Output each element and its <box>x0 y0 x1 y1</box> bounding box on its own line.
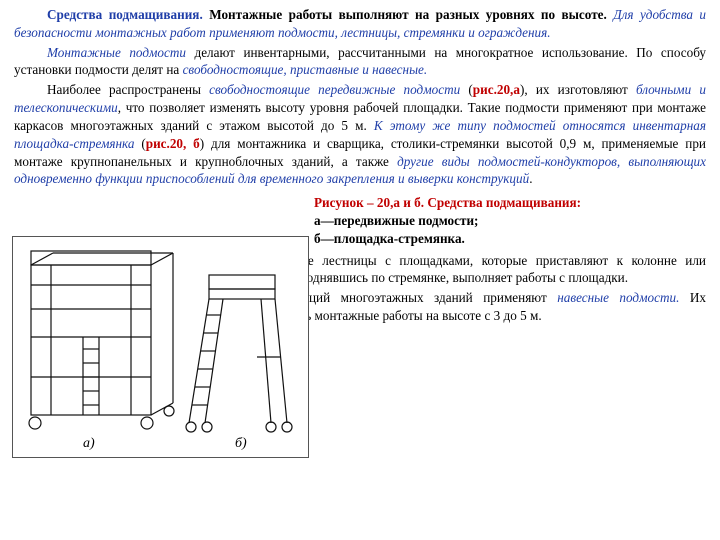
p2-em2: свободностоящие, приставные и навесные. <box>183 62 428 77</box>
figcap-a: а—передвижные подмости; <box>314 212 706 230</box>
p3-r2: рис.20, б <box>146 136 200 151</box>
para-3: Наиболее распространены свободностоящие … <box>14 81 706 188</box>
para-1: Средства подмащивания. Монтажные работы … <box>14 6 706 42</box>
figure-block: Рисунок – 20,а и б. Средства подмащивани… <box>14 194 706 325</box>
figure-caption: Рисунок – 20,а и б. Средства подмащивани… <box>314 194 706 247</box>
para-2: Монтажные подмости делают инвентарными, … <box>14 44 706 80</box>
p2-em1: Монтажные подмости <box>47 45 186 60</box>
section-title: Средства подмащивания. <box>47 7 203 22</box>
figcap-b: б—площадка-стремянка. <box>314 230 706 248</box>
p3-t1: Наиболее распространены <box>47 82 209 97</box>
scaffold-svg: а) б) <box>13 237 308 457</box>
p3-t5: ( <box>135 136 146 151</box>
fig-label-a: а) <box>83 436 95 451</box>
p3-t3: ), их изготовляют <box>520 82 636 97</box>
p3-r1: рис.20,а <box>473 82 520 97</box>
figcap-title: Рисунок – 20,а и б. Средства подмащивани… <box>314 194 706 212</box>
p3-t2: ( <box>460 82 473 97</box>
p3-dot: . <box>529 171 532 186</box>
fig-label-b: б) <box>235 436 247 451</box>
p3-em1: свободностоящие передвижные подмости <box>209 82 460 97</box>
p5-em1: навесные подмости. <box>557 290 679 305</box>
figure-image: а) б) <box>12 236 309 458</box>
p1-rest: Монтажные работы выполняют на разных уро… <box>203 7 614 22</box>
